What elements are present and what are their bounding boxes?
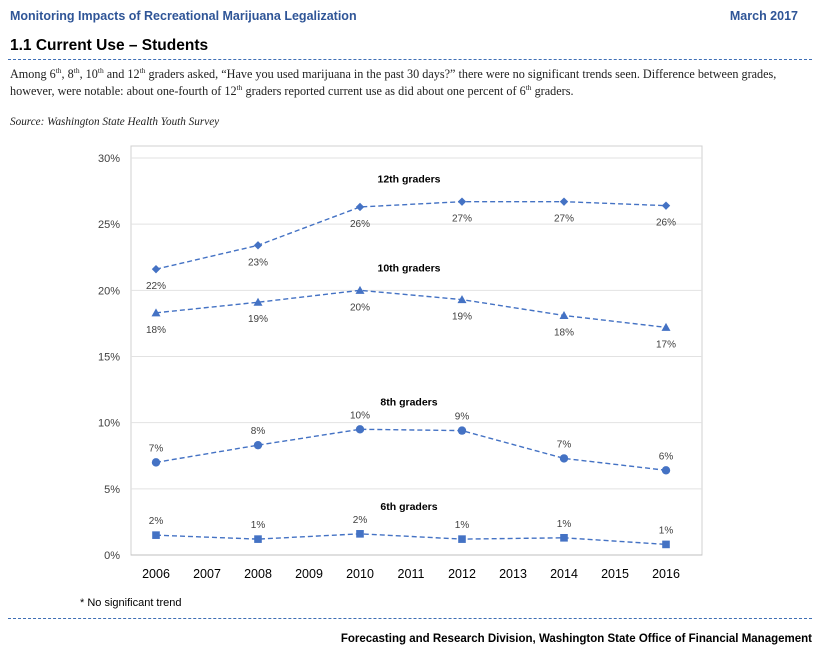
data-label: 18% — [146, 325, 166, 336]
square-marker — [662, 540, 670, 549]
diamond-marker — [457, 197, 467, 206]
square-marker — [560, 533, 568, 542]
circle-marker — [253, 440, 263, 450]
triangle-marker — [253, 297, 263, 306]
plot-area — [130, 145, 703, 556]
data-label: 7% — [149, 443, 164, 454]
data-label: 8% — [251, 426, 266, 437]
intro-paragraph: Among 6th, 8th, 10th and 12th graders as… — [10, 65, 777, 98]
x-tick-label: 2008 — [244, 567, 272, 581]
footer-credit: Forecasting and Research Division, Washi… — [340, 633, 812, 645]
y-tick-label: 25% — [98, 219, 120, 231]
square-marker — [458, 535, 466, 543]
data-label: 18% — [554, 327, 574, 338]
circle-marker — [151, 458, 161, 467]
y-tick-label: 30% — [98, 153, 120, 165]
square-marker — [254, 535, 262, 543]
x-tick-label: 2011 — [398, 567, 425, 581]
triangle-marker — [559, 310, 569, 319]
footnote: * No significant trend — [80, 597, 182, 609]
circle-marker — [457, 426, 467, 435]
y-tick-label: 15% — [98, 352, 120, 364]
data-label: 22% — [146, 281, 166, 292]
triangle-marker — [151, 308, 161, 317]
diamond-marker — [661, 201, 671, 210]
series-name-label: 12th graders — [377, 174, 440, 186]
x-tick-label: 2013 — [499, 567, 527, 581]
y-tick-label: 5% — [104, 484, 120, 496]
data-label: 2% — [353, 515, 368, 526]
report-date: March 2017 — [729, 9, 798, 23]
x-tick-label: 2014 — [550, 567, 578, 581]
report-title: Monitoring Impacts of Recreational Marij… — [10, 9, 357, 23]
x-tick-label: 2007 — [193, 567, 221, 581]
data-label: 10% — [350, 410, 370, 421]
circle-marker — [355, 425, 365, 434]
triangle-marker — [355, 285, 365, 294]
x-tick-label: 2016 — [652, 567, 680, 581]
data-label: 1% — [659, 525, 674, 536]
square-marker — [152, 531, 160, 539]
triangle-marker — [457, 295, 467, 304]
data-label: 9% — [455, 412, 470, 423]
diamond-marker — [559, 197, 569, 206]
x-tick-label: 2012 — [448, 567, 476, 581]
data-label: 27% — [554, 214, 574, 225]
series-line — [155, 428, 667, 472]
diamond-marker — [151, 264, 161, 274]
series-line — [155, 533, 667, 546]
source-note: Source: Washington State Health Youth Su… — [10, 116, 220, 128]
data-label: 23% — [248, 257, 268, 268]
y-tick-label: 0% — [104, 550, 120, 562]
circle-marker — [661, 466, 671, 475]
bottom-divider — [8, 618, 812, 619]
data-label: 20% — [350, 302, 370, 313]
series-line — [155, 200, 667, 270]
data-label: 1% — [455, 520, 470, 531]
square-marker — [356, 530, 364, 538]
triangle-marker — [661, 322, 671, 331]
diamond-marker — [253, 241, 263, 250]
data-label: 1% — [251, 520, 266, 531]
series-name-label: 6th graders — [380, 501, 437, 513]
data-label: 17% — [656, 339, 676, 350]
data-label: 2% — [149, 516, 164, 527]
data-label: 19% — [452, 312, 472, 323]
data-label: 19% — [248, 314, 268, 325]
x-tick-label: 2006 — [142, 567, 170, 581]
data-label: 6% — [659, 451, 674, 462]
x-tick-label: 2009 — [295, 567, 323, 581]
series-name-label: 10th graders — [377, 262, 440, 274]
data-label: 27% — [452, 214, 472, 225]
data-label: 26% — [350, 219, 370, 230]
series-line — [155, 289, 667, 329]
section-title: 1.1 Current Use – Students — [10, 37, 209, 54]
x-tick-label: 2010 — [346, 567, 374, 581]
y-tick-label: 10% — [98, 418, 120, 430]
data-label: 26% — [656, 218, 676, 229]
x-tick-label: 2015 — [601, 567, 629, 581]
series-name-label: 8th graders — [380, 396, 437, 408]
data-label: 1% — [557, 519, 572, 530]
circle-marker — [559, 454, 569, 463]
y-tick-label: 20% — [98, 285, 120, 297]
data-label: 7% — [557, 439, 572, 450]
diamond-marker — [355, 202, 365, 212]
top-divider — [8, 59, 812, 60]
